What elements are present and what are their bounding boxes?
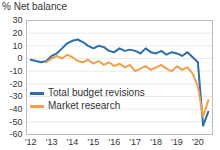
- svg-text:-20: -20: [9, 79, 22, 89]
- svg-text:30: 30: [12, 15, 22, 25]
- svg-text:'15: '15: [88, 137, 100, 147]
- svg-text:-60: -60: [9, 129, 22, 139]
- svg-text:'19: '19: [171, 137, 183, 147]
- html-text:% Net balance: % Net balance: [2, 1, 67, 12]
- svg-text:'16: '16: [108, 137, 120, 147]
- svg-text:'18: '18: [150, 137, 162, 147]
- svg-text:'12: '12: [25, 137, 37, 147]
- html-text:Market research: Market research: [48, 100, 121, 111]
- svg-text:'13: '13: [46, 137, 58, 147]
- html-text:Total budget revisions: Total budget revisions: [48, 87, 145, 98]
- svg-text:'20: '20: [192, 137, 204, 147]
- svg-text:-30: -30: [9, 91, 22, 101]
- svg-text:20: 20: [12, 28, 22, 38]
- svg-text:-10: -10: [9, 66, 22, 76]
- svg-text:'14: '14: [67, 137, 79, 147]
- svg-text:-50: -50: [9, 117, 22, 127]
- svg-text:10: 10: [12, 41, 22, 51]
- svg-text:'17: '17: [129, 137, 141, 147]
- svg-text:-40: -40: [9, 104, 22, 114]
- svg-text:0: 0: [17, 53, 22, 63]
